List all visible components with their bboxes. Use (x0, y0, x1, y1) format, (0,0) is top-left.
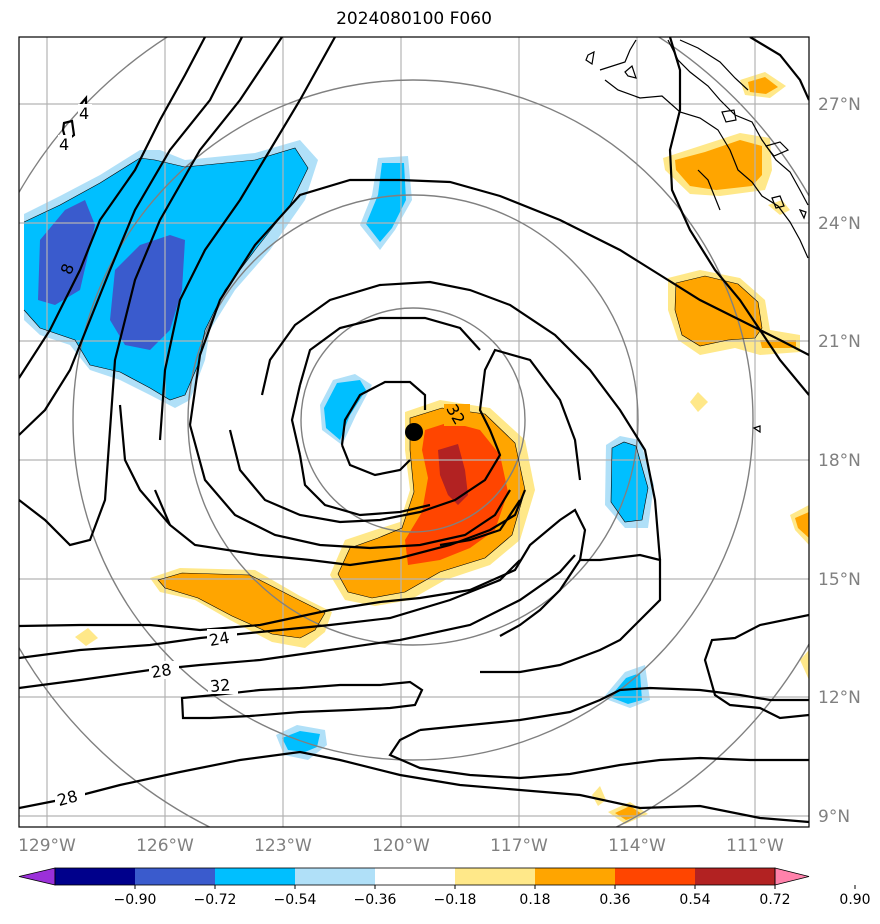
colorbar-tick-label: 0.18 (519, 892, 550, 908)
map-border (18, 36, 810, 828)
contour-label: 4 (59, 135, 69, 154)
lon-label: 114°W (608, 836, 666, 856)
colorbar: −0.90 −0.72 −0.54 −0.36 −0.18 0.18 0.36 0.54 0.7… (18, 867, 871, 908)
lat-label: 15°N (818, 570, 861, 590)
colorbar-segment (295, 868, 376, 885)
contour-label: 32 (209, 675, 231, 696)
graticule (19, 37, 809, 827)
colorbar-tick-label: −0.72 (194, 892, 237, 908)
colorbar-tick-label: 0.54 (679, 892, 710, 908)
latitude-labels: 27°N 24°N 21°N 18°N 15°N 12°N 9°N (818, 95, 861, 827)
lat-label: 27°N (818, 95, 861, 115)
colorbar-tick-label: −0.36 (354, 892, 397, 908)
lon-label: 111°W (726, 836, 784, 856)
range-rings (19, 37, 809, 827)
colorbar-segment (55, 868, 136, 885)
lon-label: 123°W (254, 836, 312, 856)
lon-label: 120°W (372, 836, 430, 856)
colorbar-tick-label: −0.54 (274, 892, 317, 908)
colorbar-segment (455, 868, 536, 885)
colorbar-segment (615, 868, 696, 885)
contour-labels: 4 4 8 32 24 28 32 28 (55, 104, 470, 810)
lat-label: 9°N (818, 807, 850, 827)
contour-label: 24 (208, 628, 231, 650)
lat-label: 18°N (818, 451, 861, 471)
contour-label: 28 (55, 786, 80, 810)
lon-label: 129°W (18, 836, 76, 856)
colorbar-border (54, 867, 776, 886)
height-contours (19, 37, 809, 824)
colorbar-tick-label: 0.90 (839, 892, 870, 908)
map-content: 4 4 8 32 24 28 32 28 (19, 37, 809, 827)
colorbar-extend-low (18, 867, 56, 886)
contour-label: 4 (79, 104, 89, 123)
lat-label: 21°N (818, 332, 861, 352)
lat-label: 12°N (818, 688, 861, 708)
colorbar-tick-label: −0.18 (434, 892, 477, 908)
colorbar-segment (135, 868, 216, 885)
colorbar-segment (695, 868, 776, 885)
lon-label: 117°W (490, 836, 548, 856)
longitude-labels: 129°W 126°W 123°W 120°W 117°W 114°W 111°… (18, 836, 784, 856)
contour-label: 28 (150, 660, 173, 682)
colorbar-segment (375, 868, 456, 885)
colorbar-tick-label: 0.36 (599, 892, 630, 908)
storm-center-marker (405, 423, 423, 441)
colorbar-segment (215, 868, 296, 885)
colorbar-segment (535, 868, 616, 885)
colorbar-tick-label: −0.90 (114, 892, 157, 908)
lon-label: 126°W (136, 836, 194, 856)
colorbar-extend-high (774, 867, 810, 886)
lat-label: 24°N (818, 214, 861, 234)
map-title: 2024080100 F060 (336, 9, 492, 29)
colorbar-tick-label: 0.72 (759, 892, 790, 908)
coastline (585, 39, 809, 434)
